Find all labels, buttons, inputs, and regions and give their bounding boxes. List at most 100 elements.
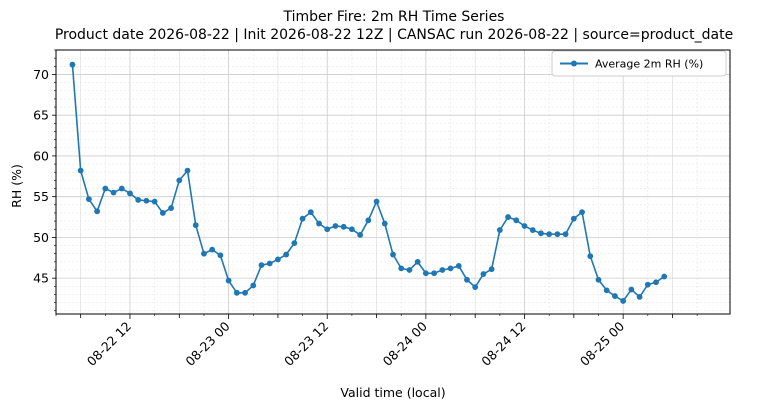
y-tick-label: 60 [33, 148, 49, 163]
data-point [472, 284, 479, 291]
data-point [579, 209, 585, 216]
x-tick-label: 08-23 00 [182, 318, 232, 368]
data-point [242, 289, 248, 296]
data-point [661, 273, 668, 280]
data-point [110, 189, 117, 196]
data-point [538, 230, 544, 237]
data-point [118, 185, 125, 192]
data-point [414, 258, 421, 265]
x-tick-label: 08-24 00 [380, 318, 430, 368]
data-point [135, 197, 142, 203]
data-point [422, 270, 429, 277]
data-point [529, 227, 536, 233]
data-point [225, 277, 232, 284]
chart-title: Timber Fire: 2m RH Time Series [283, 9, 505, 25]
data-point [94, 208, 100, 215]
data-point [250, 282, 257, 289]
data-point [324, 226, 331, 233]
data-point [209, 246, 216, 253]
data-point [233, 289, 240, 296]
data-point [283, 251, 290, 258]
data-point [521, 223, 528, 229]
data-point [513, 217, 520, 224]
data-point [381, 220, 388, 227]
data-point [439, 267, 446, 273]
data-point [258, 262, 265, 269]
data-point [127, 190, 133, 197]
data-point [570, 215, 577, 222]
plot-frame [55, 49, 731, 315]
data-point [201, 250, 207, 257]
data-point [102, 185, 109, 192]
data-point [349, 226, 355, 233]
data-point [151, 198, 158, 205]
data-point [143, 197, 150, 204]
legend-entry: Average 2m RH (%) [595, 58, 703, 71]
legend-box [551, 50, 727, 77]
data-point [217, 252, 224, 259]
data-point [431, 270, 437, 277]
y-axis-label: RH (%) [9, 164, 24, 208]
data-point [159, 210, 166, 216]
legend-point-marker [571, 60, 577, 67]
data-point [168, 205, 174, 211]
data-point [505, 214, 511, 220]
data-point [554, 231, 561, 238]
data-point [480, 271, 487, 277]
data-point [340, 223, 347, 230]
data-point [603, 287, 610, 294]
data-point [644, 281, 651, 288]
data-point [365, 217, 372, 224]
grid [55, 49, 730, 314]
data-point [192, 222, 199, 229]
x-tick-label: 08-23 12 [281, 319, 331, 369]
data-point [398, 265, 405, 272]
data-point [612, 293, 618, 299]
data-point [299, 215, 306, 222]
data-point [77, 167, 84, 174]
y-tick-label: 70 [33, 67, 49, 82]
series-layer [69, 61, 668, 304]
x-tick-label: 08-22 12 [84, 319, 134, 369]
data-point [69, 61, 76, 68]
data-point [455, 263, 462, 269]
data-point [184, 167, 191, 174]
data-point [390, 251, 396, 258]
x-tick-label: 08-24 12 [478, 319, 528, 369]
y-tick-label: 55 [33, 189, 49, 204]
data-point [316, 220, 322, 227]
data-point [546, 231, 553, 238]
data-point [562, 231, 569, 238]
data-point [357, 232, 364, 238]
data-point [85, 196, 92, 203]
data-point [307, 209, 314, 216]
y-tick-label: 65 [33, 108, 49, 123]
data-point [587, 253, 594, 260]
legend: Average 2m RH (%) [551, 50, 727, 77]
data-point [373, 198, 380, 205]
axis-ticks: 45 50 55 60 65 70 08-22 12 08-23 00 08-23 12 08-2… [33, 49, 698, 369]
data-point [595, 276, 602, 283]
x-tick-label: 08-25 00 [577, 318, 627, 368]
data-point [636, 293, 643, 300]
data-point [332, 223, 339, 229]
x-axis-label: Valid time (local) [340, 385, 445, 400]
data-point [496, 227, 503, 233]
y-tick-label: 50 [33, 230, 49, 245]
data-point [275, 256, 281, 263]
data-point [406, 267, 413, 273]
data-point [628, 286, 635, 293]
data-point [488, 266, 495, 273]
data-point [291, 240, 298, 247]
data-point [464, 276, 470, 283]
series-line [71, 64, 665, 302]
data-point [176, 177, 183, 184]
y-tick-label: 45 [33, 271, 49, 286]
data-point [266, 260, 273, 267]
data-point [620, 298, 627, 304]
data-point [653, 279, 659, 286]
chart-subtitle: Product date 2026-08-22 | Init 2026-08-2… [55, 27, 733, 43]
data-point [447, 265, 454, 272]
